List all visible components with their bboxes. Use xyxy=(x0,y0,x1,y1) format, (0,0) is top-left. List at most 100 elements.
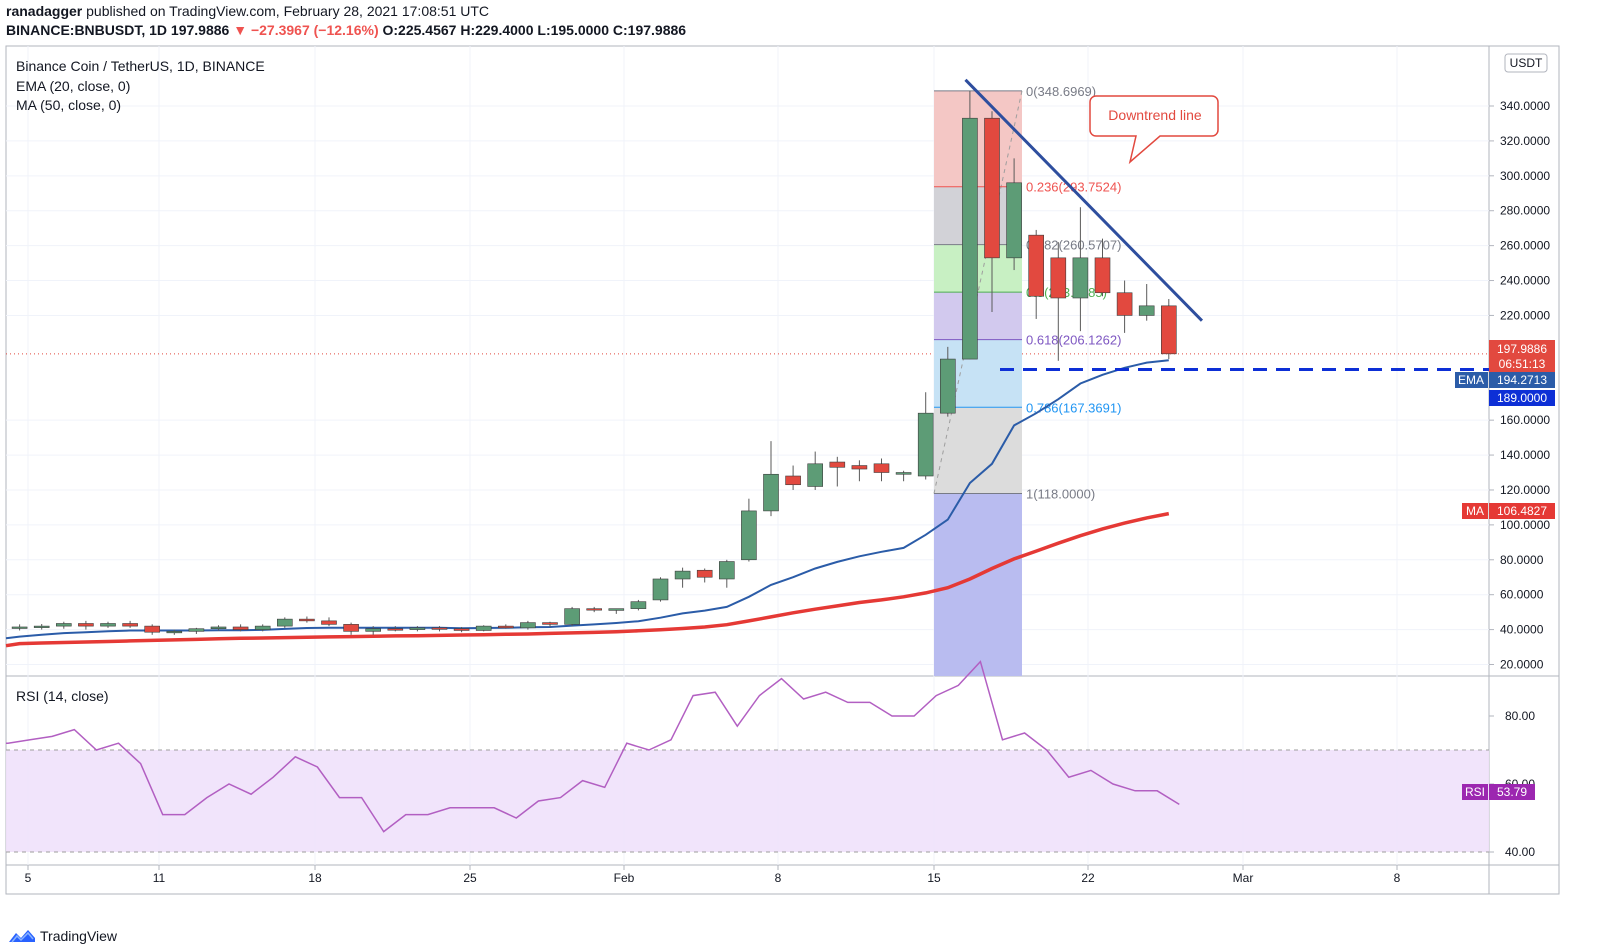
price-tick-label: 300.0000 xyxy=(1500,169,1550,183)
drawings: Downtrend line xyxy=(964,78,1489,372)
price-tick-label: 20.0000 xyxy=(1500,658,1544,672)
fib-level-label: 0.786(167.3691) xyxy=(1026,400,1121,415)
candle-bearish xyxy=(431,627,448,630)
callout-bubble xyxy=(1089,95,1219,165)
candle-bullish xyxy=(520,622,536,629)
time-tick-label: 15 xyxy=(927,871,941,885)
callout-text: Downtrend line xyxy=(1108,107,1202,123)
candle-bullish xyxy=(608,608,625,611)
fib-zone xyxy=(934,407,1022,494)
time-tick-label: 22 xyxy=(1081,871,1095,885)
rsi-tick-label: 40.00 xyxy=(1505,845,1535,859)
rsi-band xyxy=(6,750,1489,852)
candle-bullish xyxy=(652,578,669,601)
candle-bullish xyxy=(674,570,691,580)
candle-bearish xyxy=(1050,257,1067,299)
support-badge-bg xyxy=(1489,390,1555,406)
price-scale[interactable]: 340.0000 320.0000 300.0000 280.0000 260.0000… xyxy=(1489,99,1550,859)
candle-bullish xyxy=(1072,257,1089,299)
candle-bullish xyxy=(365,628,382,632)
candle-bullish xyxy=(718,561,735,580)
candle-bullish xyxy=(917,412,934,477)
rsi-series xyxy=(6,660,1180,833)
tradingview-footer[interactable]: TradingView xyxy=(8,928,117,944)
fib-extension-zone xyxy=(934,493,1022,676)
currency-text: USDT xyxy=(1510,56,1543,70)
candle-bearish xyxy=(696,569,713,578)
price-tick-label: 80.0000 xyxy=(1500,553,1544,567)
fib-level-label: 0(348.6969) xyxy=(1026,84,1096,99)
time-tick-label: 25 xyxy=(463,871,477,885)
candle-bearish xyxy=(343,624,359,632)
currency-label[interactable]: USDT xyxy=(1504,53,1548,73)
ma-value-bg xyxy=(1489,503,1555,519)
ma-badge: MA 106.4827 xyxy=(1462,503,1555,519)
candle-bearish xyxy=(387,628,404,631)
rsi-tick-label: 80.00 xyxy=(1505,709,1535,723)
candle-bullish xyxy=(276,618,293,627)
ma-tag-text: MA xyxy=(1466,504,1484,518)
downtrend-line[interactable] xyxy=(964,78,1204,322)
candle-bearish xyxy=(1094,257,1111,294)
ma-legend: MA (50, close, 0) xyxy=(16,97,121,113)
candle-bullish xyxy=(254,625,271,630)
rsi-tag-bg xyxy=(1462,784,1488,800)
down-arrow-icon: ▼ xyxy=(233,22,248,38)
candle-bullish xyxy=(11,626,28,629)
symbol-interval: BINANCE:BNBUSDT, 1D xyxy=(6,22,168,38)
fib-level-label: 1(118.0000) xyxy=(1026,486,1095,501)
candle-bearish xyxy=(1028,234,1044,297)
candle-bullish xyxy=(100,623,116,627)
time-tick-label: 5 xyxy=(25,871,32,885)
price-tick-label: 320.0000 xyxy=(1500,134,1550,148)
candle-bearish xyxy=(299,618,315,622)
brand-name: TradingView xyxy=(40,928,118,944)
candle-bearish xyxy=(232,626,249,630)
publish-info: ranadagger published on TradingView.com,… xyxy=(6,3,489,19)
last-price-badge-bg xyxy=(1489,340,1555,372)
candle-bullish xyxy=(939,358,956,414)
ema-tag-bg xyxy=(1455,372,1488,388)
time-tick-label: Feb xyxy=(614,871,635,885)
ema-legend: EMA (20, close, 0) xyxy=(16,78,130,94)
ema-value: 194.2713 xyxy=(1497,373,1547,387)
candle-bearish xyxy=(78,623,94,627)
candle-bearish xyxy=(851,465,868,470)
countdown: 06:51:13 xyxy=(1499,357,1546,371)
fib-level-label: 0.618(206.1262) xyxy=(1026,333,1121,348)
ma-50-line xyxy=(5,511,1170,648)
tradingview-logo-icon xyxy=(9,930,35,943)
price-tick-label: 240.0000 xyxy=(1500,274,1550,288)
time-tick-label: 18 xyxy=(308,871,322,885)
price-tick-label: 100.0000 xyxy=(1500,518,1550,532)
rsi-line xyxy=(6,660,1180,833)
candle-bearish xyxy=(321,620,337,625)
last-price: 197.9886 xyxy=(170,22,230,38)
price-tick-label: 120.0000 xyxy=(1500,483,1550,497)
candle-bullish xyxy=(210,626,227,630)
rsi-value-bg xyxy=(1489,784,1535,800)
candle-bullish xyxy=(763,473,779,512)
ma-value: 106.4827 xyxy=(1497,504,1547,518)
price-tick-label: 60.0000 xyxy=(1500,588,1544,602)
downtrend-callout[interactable]: Downtrend line xyxy=(1089,95,1219,165)
fib-level-label: 0.382(260.5707) xyxy=(1026,238,1121,253)
price-tick-label: 220.0000 xyxy=(1500,308,1550,322)
time-tick-label: 8 xyxy=(1394,871,1401,885)
time-scale[interactable]: 5 11 18 25 Feb 8 15 22 Mar 8 xyxy=(25,865,1401,885)
candle-bullish xyxy=(475,625,492,631)
price-tick-label: 260.0000 xyxy=(1500,239,1550,253)
chart-legend-title: Binance Coin / TetherUS, 1D, BINANCE xyxy=(16,58,265,74)
candle-bullish xyxy=(962,117,978,360)
candle-bearish xyxy=(542,622,558,625)
last-price-badge: 197.9886 06:51:13 xyxy=(1489,340,1555,372)
candle-bullish xyxy=(630,601,647,609)
candlesticks xyxy=(11,90,1177,635)
author-name: ranadagger xyxy=(6,3,83,19)
symbol-quote-line: BINANCE:BNBUSDT, 1D 197.9886 ▼ −27.3967 … xyxy=(6,22,686,38)
candle-bullish xyxy=(166,631,183,634)
candle-bullish xyxy=(895,472,912,475)
candle-bullish xyxy=(1006,182,1022,259)
candle-bullish xyxy=(33,625,50,628)
